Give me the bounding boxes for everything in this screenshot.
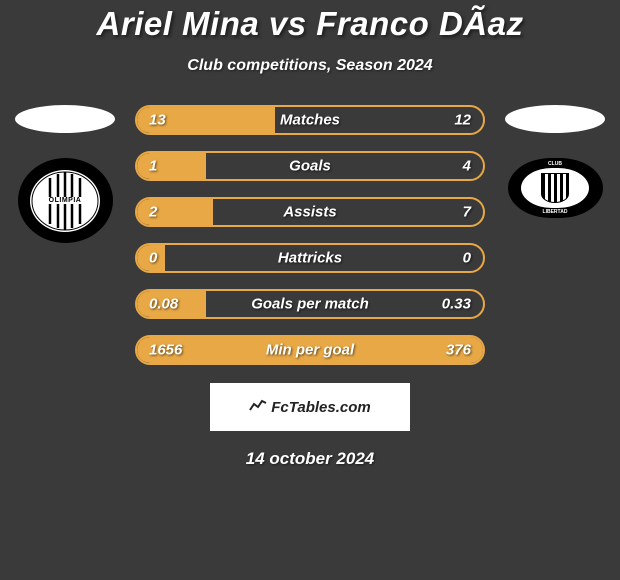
stat-label: Matches	[280, 112, 340, 129]
stat-left-value: 1	[149, 158, 157, 175]
stat-right-value: 0	[463, 250, 471, 267]
stat-bar: 0 Hattricks 0	[135, 243, 485, 273]
olimpia-logo-text: Olimpia	[47, 197, 84, 204]
stat-right-value: 12	[454, 112, 471, 129]
libertad-logo: CLUB LIBERTAD	[508, 158, 603, 218]
stat-bar: 2 Assists 7	[135, 197, 485, 227]
stats-column: 13 Matches 12 1 Goals 4 2 Assists 7 0 Hattricks 0 0.…	[120, 105, 500, 381]
date-text: 14 october 2024	[0, 449, 620, 469]
stat-label: Goals	[289, 158, 331, 175]
stat-bar: 1656 Min per goal 376	[135, 335, 485, 365]
main-content-row: Olimpia 13 Matches 12 1 Goals 4 2 Assists 7 0 Hatt…	[0, 105, 620, 381]
stat-left-value: 1656	[149, 342, 182, 359]
right-club-logo: CLUB LIBERTAD	[508, 158, 603, 218]
stat-bar: 0.08 Goals per match 0.33	[135, 289, 485, 319]
stat-bar: 13 Matches 12	[135, 105, 485, 135]
left-player-column: Olimpia	[10, 105, 120, 243]
stat-right-value: 4	[463, 158, 471, 175]
comparison-infographic: Ariel Mina vs Franco DÃ­az Club competit…	[0, 0, 620, 469]
stat-bar: 1 Goals 4	[135, 151, 485, 181]
left-player-avatar-placeholder	[15, 105, 115, 133]
stat-right-value: 0.33	[442, 296, 471, 313]
stat-label: Min per goal	[266, 342, 354, 359]
left-club-logo: Olimpia	[18, 158, 113, 243]
libertad-logo-text-bottom: LIBERTAD	[543, 209, 568, 215]
page-subtitle: Club competitions, Season 2024	[0, 57, 620, 75]
stat-label: Assists	[283, 204, 336, 221]
page-title: Ariel Mina vs Franco DÃ­az	[0, 5, 620, 43]
stat-label: Goals per match	[251, 296, 369, 313]
stat-right-value: 376	[446, 342, 471, 359]
libertad-shield-icon	[541, 173, 569, 203]
attribution-text: FcTables.com	[271, 399, 370, 416]
right-player-avatar-placeholder	[505, 105, 605, 133]
stat-left-value: 13	[149, 112, 166, 129]
libertad-logo-text-top: CLUB	[548, 161, 562, 167]
right-player-column: CLUB LIBERTAD	[500, 105, 610, 218]
stat-label: Hattricks	[278, 250, 342, 267]
stat-right-value: 7	[463, 204, 471, 221]
stat-left-value: 2	[149, 204, 157, 221]
stat-left-value: 0.08	[149, 296, 178, 313]
stat-fill-left	[137, 153, 206, 179]
stat-left-value: 0	[149, 250, 157, 267]
chart-icon	[249, 398, 267, 417]
olimpia-logo: Olimpia	[18, 158, 113, 243]
attribution-box: FcTables.com	[210, 383, 410, 431]
